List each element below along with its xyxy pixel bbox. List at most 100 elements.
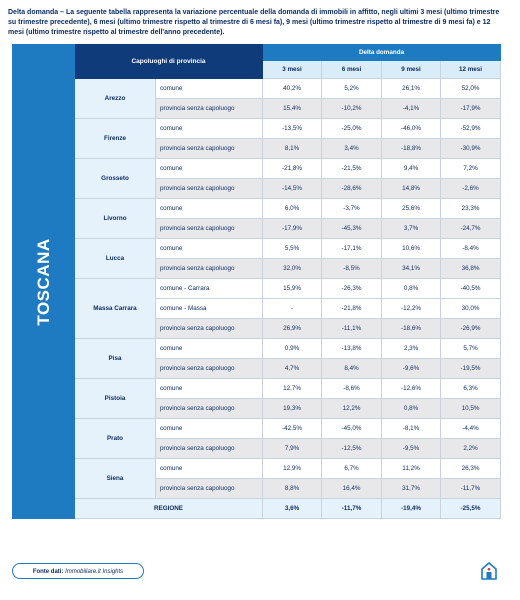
value-cell: -42,5% (262, 418, 322, 439)
col-header-6-mesi: 6 mesi (321, 60, 382, 79)
table-row: provincia senza capoluogo 32,0% -8,5% 34,1%… (13, 258, 502, 279)
city-cell: Livorno (74, 198, 156, 239)
value-cell: -52,9% (439, 118, 502, 139)
row-type-cell: provincia senza capoluogo (155, 258, 263, 279)
table-row: Pisa comune 0,9% -13,8% 2,3% 5,7% (13, 338, 502, 379)
value-cell: 10,5% (439, 398, 502, 419)
value-cell: -9,6% (381, 358, 441, 379)
regione-value-cell: -25,5% (439, 498, 502, 519)
value-cell: 5,7% (439, 338, 502, 359)
value-cell: 36,8% (439, 258, 502, 279)
value-cell: 26,9% (262, 318, 322, 339)
row-type-cell: comune - Massa (155, 298, 263, 319)
table-row: Lucca comune 5,5% -17,1% 10,6% -8,4% (13, 238, 502, 279)
value-cell: -17,9% (262, 218, 322, 239)
regione-value-cell: 3,6% (262, 498, 322, 519)
value-cell: -18,6% (381, 318, 441, 339)
table-row: provincia senza capoluogo 26,9% -11,1% -18,… (13, 318, 502, 339)
value-cell: 2,3% (381, 338, 441, 359)
value-cell: 30,0% (439, 298, 502, 319)
value-cell: 5,2% (321, 78, 382, 99)
col-header-9-mesi: 9 mesi (381, 60, 441, 79)
value-cell: - (262, 298, 322, 319)
region-side-label: TOSCANA (12, 44, 75, 519)
value-cell: 12,2% (321, 398, 382, 419)
city-cell: Prato (74, 418, 156, 459)
value-cell: 0,8% (381, 278, 441, 299)
value-cell: -8,6% (321, 378, 382, 399)
table-row: Prato comune -42,5% -45,0% -8,1% -4,4% (13, 418, 502, 459)
value-cell: 12,7% (262, 378, 322, 399)
city-cell: Pisa (74, 338, 156, 379)
value-cell: -21,5% (321, 158, 382, 179)
value-cell: 32,0% (262, 258, 322, 279)
value-cell: -12,2% (381, 298, 441, 319)
value-cell: -8,4% (439, 238, 502, 259)
value-cell: 25,6% (381, 198, 441, 219)
row-type-cell: provincia senza capoluogo (155, 478, 263, 499)
value-cell: 12,9% (262, 458, 322, 479)
value-cell: 14,8% (381, 178, 441, 199)
value-cell: 9,4% (381, 158, 441, 179)
table-row: Grosseto comune -21,8% -21,5% 9,4% 7,2% (13, 158, 502, 199)
value-cell: 26,3% (439, 458, 502, 479)
value-cell: -18,8% (381, 138, 441, 159)
value-cell: -30,9% (439, 138, 502, 159)
city-cell: Massa Carrara (74, 278, 156, 339)
table-row: provincia senza capoluogo 19,3% 12,2% 0,8% 1… (13, 398, 502, 419)
value-cell: 23,3% (439, 198, 502, 219)
city-cell: Lucca (74, 238, 156, 279)
row-type-cell: provincia senza capoluogo (155, 98, 263, 119)
row-type-cell: comune (155, 158, 263, 179)
value-cell: -10,2% (321, 98, 382, 119)
region-name: TOSCANA (33, 237, 53, 326)
value-cell: 0,8% (381, 398, 441, 419)
table-row: Siena comune 12,9% 6,7% 11,2% 26,3% (13, 458, 502, 499)
value-cell: 11,2% (381, 458, 441, 479)
table-row: Massa Carrara comune - Carrara 15,9% -26,3%… (13, 278, 502, 339)
row-type-cell: comune (155, 198, 263, 219)
value-cell: 4,7% (262, 358, 322, 379)
value-cell: 10,6% (381, 238, 441, 259)
value-cell: -4,4% (439, 418, 502, 439)
value-cell: 3,4% (321, 138, 382, 159)
value-cell: 8,1% (262, 138, 322, 159)
value-cell: -40,5% (439, 278, 502, 299)
value-cell: 6,0% (262, 198, 322, 219)
value-cell: -17,9% (439, 98, 502, 119)
value-cell: -12,5% (321, 438, 382, 459)
row-type-cell: provincia senza capoluogo (155, 438, 263, 459)
value-cell: 16,4% (321, 478, 382, 499)
value-cell: 31,7% (381, 478, 441, 499)
row-type-cell: comune (155, 78, 263, 99)
value-cell: -25,0% (321, 118, 382, 139)
row-type-cell: comune (155, 378, 263, 399)
table-row: Firenze comune -13,5% -25,0% -46,0% -52,9% (13, 118, 502, 159)
value-cell: -14,5% (262, 178, 322, 199)
value-cell: -3,7% (321, 198, 382, 219)
value-cell: -9,5% (381, 438, 441, 459)
value-cell: 26,1% (381, 78, 441, 99)
value-cell: -11,1% (321, 318, 382, 339)
table-row: provincia senza capoluogo 7,9% -12,5% -9,5%… (13, 438, 502, 459)
value-cell: 7,2% (439, 158, 502, 179)
regione-total-row: REGIONE 3,6% -11,7% -19,4% -25,5% (13, 498, 502, 519)
value-cell: -26,9% (439, 318, 502, 339)
value-cell: -8,5% (321, 258, 382, 279)
col-header-12-mesi: 12 mesi (439, 60, 502, 79)
value-cell: 19,3% (262, 398, 322, 419)
row-type-cell: comune (155, 418, 263, 439)
table-row: Pistoia comune 12,7% -8,6% -12,6% 6,3% (13, 378, 502, 419)
col-header-3-mesi: 3 mesi (262, 60, 322, 79)
row-type-cell: provincia senza capoluogo (155, 318, 263, 339)
row-type-cell: comune (155, 238, 263, 259)
row-type-cell: comune (155, 458, 263, 479)
value-cell: -8,1% (381, 418, 441, 439)
house-icon (481, 562, 497, 580)
row-type-cell: comune (155, 338, 263, 359)
intro-text: Delta domanda – La seguente tabella rapp… (8, 9, 500, 36)
value-cell: -26,3% (321, 278, 382, 299)
value-cell: 6,3% (439, 378, 502, 399)
row-type-cell: comune - Carrara (155, 278, 263, 299)
value-cell: -19,5% (439, 358, 502, 379)
